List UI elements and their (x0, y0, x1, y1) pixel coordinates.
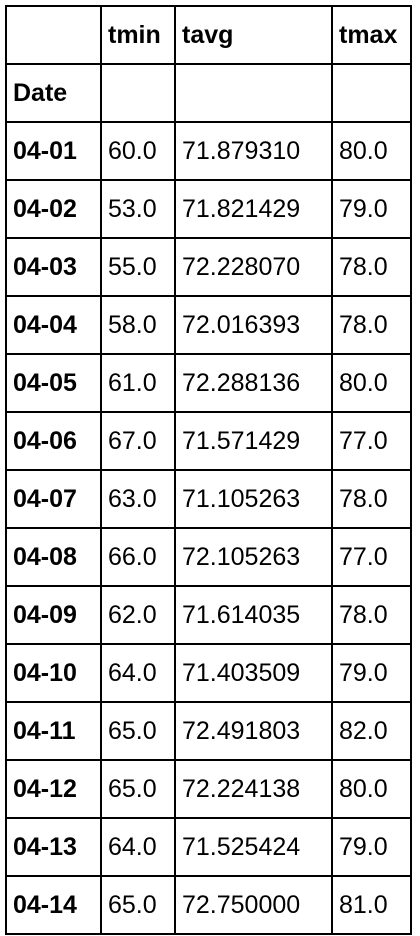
cell-tmax: 78.0 (331, 295, 412, 355)
table-row: 04-12 65.0 72.224138 80.0 (5, 759, 412, 819)
cell-tmax: 78.0 (331, 585, 412, 645)
cell-tavg: 72.491803 (174, 701, 333, 761)
cell-tmin: 65.0 (100, 759, 176, 819)
cell-tmin: 55.0 (100, 237, 176, 297)
index-name-row: Date (5, 63, 412, 123)
cell-tmin: 64.0 (100, 817, 176, 877)
column-header-tmax: tmax (331, 5, 412, 65)
empty-header-cell (331, 63, 412, 123)
column-header-tmin: tmin (100, 5, 176, 65)
corner-cell (5, 5, 102, 65)
cell-tavg: 72.750000 (174, 875, 333, 935)
cell-tmin: 66.0 (100, 527, 176, 587)
cell-tmax: 79.0 (331, 817, 412, 877)
cell-tmax: 80.0 (331, 353, 412, 413)
column-header-tavg: tavg (174, 5, 333, 65)
row-index-date: 04-04 (5, 295, 102, 355)
cell-tavg: 71.614035 (174, 585, 333, 645)
cell-tmax: 79.0 (331, 643, 412, 703)
cell-tavg: 72.228070 (174, 237, 333, 297)
row-index-date: 04-11 (5, 701, 102, 761)
table-row: 04-03 55.0 72.228070 78.0 (5, 237, 412, 297)
table-row: 04-06 67.0 71.571429 77.0 (5, 411, 412, 471)
cell-tmax: 80.0 (331, 121, 412, 181)
cell-tmax: 79.0 (331, 179, 412, 239)
table-row: 04-01 60.0 71.879310 80.0 (5, 121, 412, 181)
cell-tmax: 77.0 (331, 411, 412, 471)
row-index-date: 04-13 (5, 817, 102, 877)
cell-tavg: 71.821429 (174, 179, 333, 239)
table-header: tmin tavg tmax Date (5, 5, 412, 123)
cell-tmin: 62.0 (100, 585, 176, 645)
cell-tmax: 81.0 (331, 875, 412, 935)
row-index-date: 04-06 (5, 411, 102, 471)
row-index-date: 04-07 (5, 469, 102, 529)
table-row: 04-14 65.0 72.750000 81.0 (5, 875, 412, 935)
column-header-row: tmin tavg tmax (5, 5, 412, 65)
cell-tmin: 53.0 (100, 179, 176, 239)
cell-tmax: 78.0 (331, 237, 412, 297)
cell-tmin: 61.0 (100, 353, 176, 413)
cell-tmin: 67.0 (100, 411, 176, 471)
row-index-date: 04-14 (5, 875, 102, 935)
cell-tavg: 72.105263 (174, 527, 333, 587)
table-row: 04-09 62.0 71.614035 78.0 (5, 585, 412, 645)
cell-tavg: 71.525424 (174, 817, 333, 877)
row-index-date: 04-01 (5, 121, 102, 181)
table-row: 04-04 58.0 72.016393 78.0 (5, 295, 412, 355)
table-row: 04-07 63.0 71.105263 78.0 (5, 469, 412, 529)
row-index-date: 04-09 (5, 585, 102, 645)
cell-tmax: 82.0 (331, 701, 412, 761)
empty-header-cell (174, 63, 333, 123)
row-index-date: 04-10 (5, 643, 102, 703)
cell-tavg: 71.571429 (174, 411, 333, 471)
table-body: 04-01 60.0 71.879310 80.0 04-02 53.0 71.821429… (5, 121, 412, 935)
cell-tmin: 60.0 (100, 121, 176, 181)
table-row: 04-02 53.0 71.821429 79.0 (5, 179, 412, 239)
cell-tmax: 78.0 (331, 469, 412, 529)
cell-tmin: 58.0 (100, 295, 176, 355)
cell-tavg: 71.105263 (174, 469, 333, 529)
table-row: 04-13 64.0 71.525424 79.0 (5, 817, 412, 877)
cell-tavg: 71.879310 (174, 121, 333, 181)
cell-tavg: 72.016393 (174, 295, 333, 355)
row-index-date: 04-03 (5, 237, 102, 297)
cell-tavg: 72.224138 (174, 759, 333, 819)
row-index-date: 04-02 (5, 179, 102, 239)
cell-tmax: 77.0 (331, 527, 412, 587)
table-row: 04-10 64.0 71.403509 79.0 (5, 643, 412, 703)
table-row: 04-11 65.0 72.491803 82.0 (5, 701, 412, 761)
cell-tmin: 64.0 (100, 643, 176, 703)
cell-tmax: 80.0 (331, 759, 412, 819)
cell-tmin: 63.0 (100, 469, 176, 529)
row-index-date: 04-12 (5, 759, 102, 819)
cell-tmin: 65.0 (100, 875, 176, 935)
cell-tavg: 72.288136 (174, 353, 333, 413)
cell-tmin: 65.0 (100, 701, 176, 761)
empty-header-cell (100, 63, 176, 123)
table-row: 04-05 61.0 72.288136 80.0 (5, 353, 412, 413)
cell-tavg: 71.403509 (174, 643, 333, 703)
index-name-header: Date (5, 63, 102, 123)
dataframe-table: tmin tavg tmax Date 04-01 60.0 71.879310 80… (5, 5, 412, 935)
row-index-date: 04-08 (5, 527, 102, 587)
table-row: 04-08 66.0 72.105263 77.0 (5, 527, 412, 587)
row-index-date: 04-05 (5, 353, 102, 413)
